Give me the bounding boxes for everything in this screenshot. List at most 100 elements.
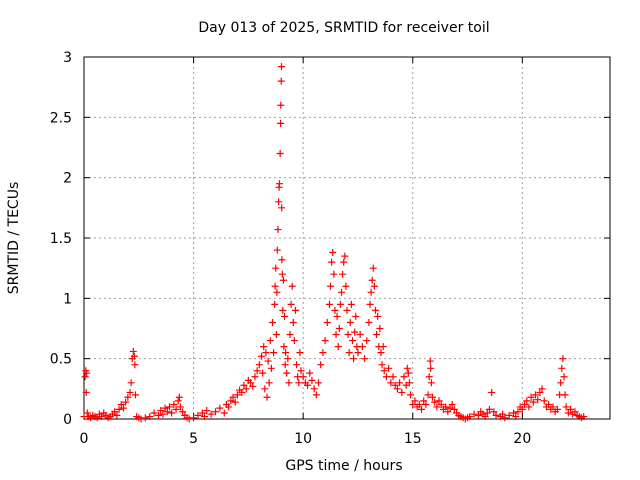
data-point	[198, 409, 206, 417]
data-point	[299, 373, 307, 381]
data-point	[385, 364, 393, 372]
data-point	[327, 282, 335, 290]
data-point	[485, 405, 493, 413]
data-point	[553, 405, 561, 413]
data-point	[387, 379, 395, 387]
data-point	[113, 411, 121, 419]
data-point	[442, 403, 450, 411]
data-point	[466, 413, 474, 421]
data-point	[130, 352, 138, 360]
data-point	[564, 409, 572, 417]
data-point	[382, 373, 390, 381]
data-point	[358, 343, 366, 351]
data-point	[111, 408, 119, 416]
y-tick-label: 0	[63, 412, 72, 428]
data-point	[290, 337, 298, 345]
data-point	[361, 355, 369, 363]
data-point	[159, 410, 167, 418]
data-point	[296, 349, 304, 357]
data-point	[352, 312, 360, 320]
data-point	[437, 401, 445, 409]
data-point	[374, 312, 382, 320]
data-point	[284, 355, 292, 363]
data-point	[560, 373, 568, 381]
data-point	[562, 403, 570, 411]
data-point	[559, 355, 567, 363]
data-point	[172, 405, 180, 413]
data-point	[281, 361, 289, 369]
x-tick-label: 20	[513, 431, 531, 447]
data-point	[174, 397, 182, 405]
data-point	[282, 349, 290, 357]
y-axis-label: SRMTID / TECUs	[6, 182, 22, 295]
data-point	[122, 398, 130, 406]
data-point	[331, 306, 339, 314]
data-point	[271, 300, 279, 308]
data-point	[448, 401, 456, 409]
data-point	[354, 349, 362, 357]
data-point	[379, 343, 387, 351]
data-point	[255, 361, 263, 369]
data-point	[366, 300, 374, 308]
data-point	[150, 409, 158, 417]
data-point	[328, 258, 336, 266]
data-point	[126, 388, 134, 396]
data-point	[433, 403, 441, 411]
data-point	[163, 408, 171, 416]
data-point	[343, 306, 351, 314]
data-point	[339, 270, 347, 278]
data-point	[350, 355, 358, 363]
data-point	[338, 288, 346, 296]
data-point	[342, 282, 350, 290]
data-point	[127, 379, 135, 387]
data-point	[207, 410, 215, 418]
data-point	[365, 318, 373, 326]
data-point	[426, 357, 434, 365]
data-point	[323, 318, 331, 326]
data-point	[378, 361, 386, 369]
y-tick-label: 2.5	[50, 110, 72, 126]
data-point	[481, 413, 489, 421]
data-point	[231, 398, 239, 406]
data-point	[81, 373, 89, 381]
data-point	[267, 364, 275, 372]
data-point	[279, 276, 287, 284]
data-point	[373, 331, 381, 339]
data-point	[264, 357, 272, 365]
data-point	[501, 414, 509, 422]
data-point	[220, 409, 228, 417]
data-point	[428, 393, 436, 401]
data-point	[119, 404, 127, 412]
data-point	[580, 413, 588, 421]
data-point	[279, 306, 287, 314]
data-point	[368, 276, 376, 284]
data-point	[278, 204, 286, 212]
data-point	[251, 373, 259, 381]
data-point	[271, 282, 279, 290]
data-point	[258, 352, 266, 360]
data-point	[418, 405, 426, 413]
data-point	[367, 288, 375, 296]
data-point	[376, 325, 384, 332]
data-point	[266, 337, 274, 345]
plot-frame	[83, 56, 611, 420]
data-point	[275, 198, 283, 206]
data-point	[529, 398, 537, 406]
data-point	[278, 256, 286, 264]
data-point	[277, 101, 285, 109]
data-point	[212, 408, 219, 416]
data-point	[336, 300, 344, 308]
x-tick-label: 5	[189, 431, 198, 447]
data-point	[536, 388, 544, 396]
data-point	[391, 381, 399, 389]
data-point	[310, 385, 318, 393]
data-point	[427, 379, 435, 387]
data-point	[115, 405, 123, 413]
data-point	[409, 401, 417, 409]
data-point	[510, 409, 518, 417]
data-point	[287, 300, 295, 308]
data-point	[274, 226, 282, 234]
data-point	[333, 312, 341, 320]
data-point	[201, 413, 209, 421]
x-tick-labels: 0 5 10 15 20	[80, 431, 532, 447]
